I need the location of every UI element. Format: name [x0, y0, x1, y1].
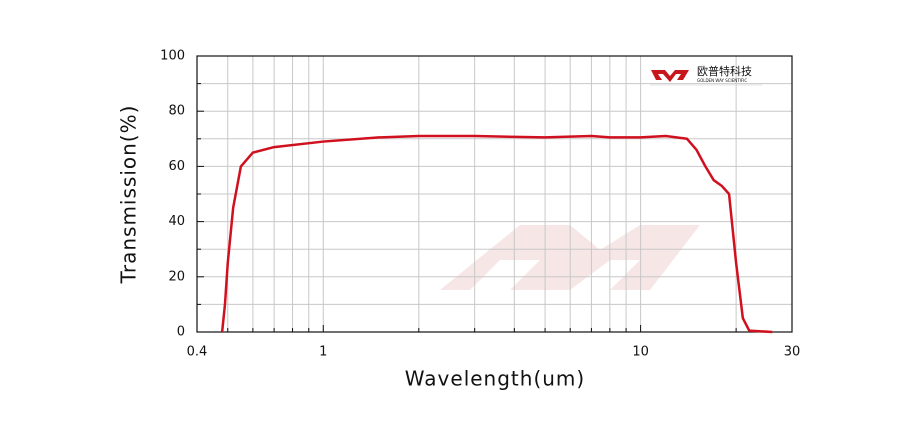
y-tick-label: 100	[160, 49, 185, 64]
x-tick-label: 0.4	[187, 345, 208, 360]
y-tick-label: 40	[168, 214, 185, 229]
logo-subtitle: GOLDEN WAY SCIENTIFIC	[697, 78, 747, 83]
y-axis-title: Transmission(%)	[117, 105, 141, 285]
y-tick-label: 20	[168, 269, 185, 284]
x-tick-label: 1	[319, 345, 327, 360]
y-tick-label: 60	[168, 159, 185, 174]
plot-frame	[196, 55, 793, 333]
x-axis-title: Wavelength(um)	[405, 367, 585, 391]
data-line	[220, 134, 773, 334]
plot-area: 0.4 1 10 30 0 20 40 60 80 100	[160, 49, 800, 360]
y-tick-label: 80	[168, 104, 185, 119]
y-tick-label: 0	[177, 325, 185, 340]
x-tick-label: 30	[784, 345, 801, 360]
x-tick-label: 10	[632, 345, 649, 360]
logo-name: 欧普特科技	[697, 64, 752, 78]
logo: 欧普特科技 GOLDEN WAY SCIENTIFIC	[650, 64, 762, 86]
